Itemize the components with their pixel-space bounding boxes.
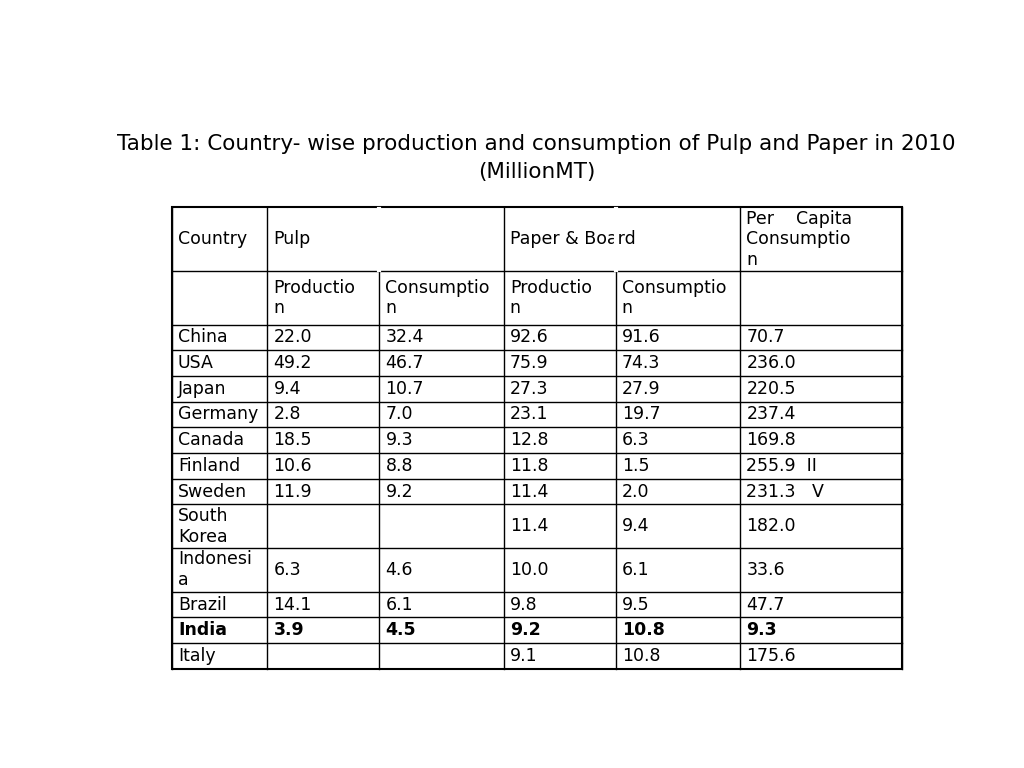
Text: 27.3: 27.3: [510, 379, 549, 398]
Text: 9.3: 9.3: [385, 431, 413, 449]
Text: 9.2: 9.2: [510, 621, 541, 639]
Text: Canada: Canada: [178, 431, 244, 449]
Text: 23.1: 23.1: [510, 406, 549, 423]
Text: Japan: Japan: [178, 379, 226, 398]
Text: 6.1: 6.1: [385, 595, 413, 614]
Text: 10.7: 10.7: [385, 379, 424, 398]
Text: 10.0: 10.0: [510, 561, 549, 579]
Text: India: India: [178, 621, 227, 639]
Text: 2.0: 2.0: [622, 482, 649, 501]
Text: 49.2: 49.2: [273, 354, 312, 372]
Text: South
Korea: South Korea: [178, 507, 228, 545]
Text: 70.7: 70.7: [746, 329, 784, 346]
Text: 75.9: 75.9: [510, 354, 549, 372]
Bar: [172, 207, 902, 669]
Text: 236.0: 236.0: [746, 354, 796, 372]
Text: 9.5: 9.5: [622, 595, 649, 614]
Text: 11.8: 11.8: [510, 457, 549, 475]
Text: Productio
n: Productio n: [510, 279, 592, 317]
Text: 4.6: 4.6: [385, 561, 413, 579]
Text: USA: USA: [178, 354, 214, 372]
Text: 6.3: 6.3: [622, 431, 649, 449]
Text: 9.4: 9.4: [622, 517, 649, 535]
Text: 9.3: 9.3: [746, 621, 777, 639]
Text: Productio
n: Productio n: [273, 279, 355, 317]
Text: 12.8: 12.8: [510, 431, 549, 449]
Text: 9.8: 9.8: [510, 595, 538, 614]
Text: 19.7: 19.7: [622, 406, 660, 423]
Text: Brazil: Brazil: [178, 595, 226, 614]
Text: 9.2: 9.2: [385, 482, 413, 501]
Text: 10.6: 10.6: [273, 457, 312, 475]
Text: 46.7: 46.7: [385, 354, 424, 372]
Text: 9.4: 9.4: [273, 379, 301, 398]
Text: 6.3: 6.3: [273, 561, 301, 579]
Text: 22.0: 22.0: [273, 329, 312, 346]
Text: 2.8: 2.8: [273, 406, 301, 423]
Text: 18.5: 18.5: [273, 431, 312, 449]
Text: Consumptio
n: Consumptio n: [622, 279, 726, 317]
Text: 220.5: 220.5: [746, 379, 796, 398]
Text: Sweden: Sweden: [178, 482, 247, 501]
Text: 47.7: 47.7: [746, 595, 784, 614]
Text: 255.9  II: 255.9 II: [746, 457, 817, 475]
Text: 175.6: 175.6: [746, 647, 796, 665]
Text: Consumptio
n: Consumptio n: [385, 279, 489, 317]
Text: 169.8: 169.8: [746, 431, 796, 449]
Text: 231.3   V: 231.3 V: [746, 482, 824, 501]
Text: Paper & Board: Paper & Board: [510, 230, 636, 248]
Text: 6.1: 6.1: [622, 561, 649, 579]
Text: China: China: [178, 329, 227, 346]
Text: Pulp: Pulp: [273, 230, 310, 248]
Text: 7.0: 7.0: [385, 406, 413, 423]
Text: Per    Capita
Consumptio
n: Per Capita Consumptio n: [746, 210, 852, 270]
Text: 3.9: 3.9: [273, 621, 304, 639]
Text: 11.9: 11.9: [273, 482, 312, 501]
Text: Finland: Finland: [178, 457, 241, 475]
Text: 8.8: 8.8: [385, 457, 413, 475]
Text: 4.5: 4.5: [385, 621, 416, 639]
Text: 1.5: 1.5: [622, 457, 649, 475]
Text: Table 1: Country- wise production and consumption of Pulp and Paper in 2010
(Mil: Table 1: Country- wise production and co…: [118, 134, 956, 181]
Text: 91.6: 91.6: [622, 329, 660, 346]
Text: 92.6: 92.6: [510, 329, 549, 346]
Text: 74.3: 74.3: [622, 354, 660, 372]
Text: 10.8: 10.8: [622, 647, 660, 665]
Text: 182.0: 182.0: [746, 517, 796, 535]
Text: Country: Country: [178, 230, 247, 248]
Text: 11.4: 11.4: [510, 517, 548, 535]
Text: Italy: Italy: [178, 647, 216, 665]
Text: 33.6: 33.6: [746, 561, 785, 579]
Text: Germany: Germany: [178, 406, 258, 423]
Text: 9.1: 9.1: [510, 647, 538, 665]
Text: 10.8: 10.8: [622, 621, 665, 639]
Text: 237.4: 237.4: [746, 406, 796, 423]
Text: 11.4: 11.4: [510, 482, 548, 501]
Text: Indonesi
a: Indonesi a: [178, 551, 252, 589]
Text: 27.9: 27.9: [622, 379, 660, 398]
Text: 32.4: 32.4: [385, 329, 424, 346]
Text: 14.1: 14.1: [273, 595, 311, 614]
